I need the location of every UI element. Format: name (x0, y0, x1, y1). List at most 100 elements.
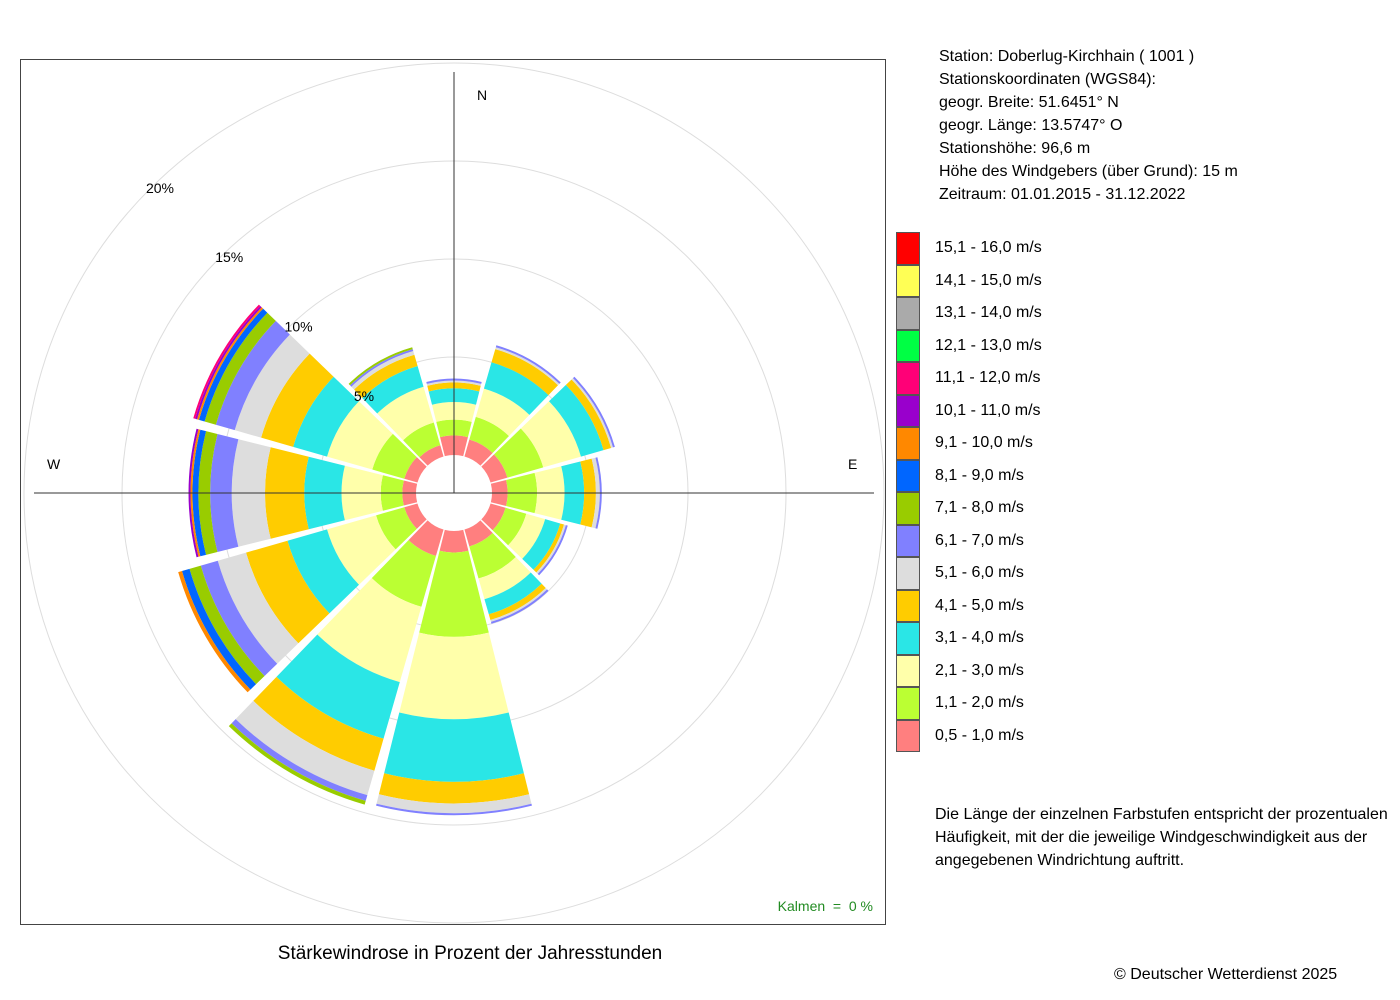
wind-sector-segment (372, 433, 417, 479)
legend-label: 6,1 - 7,0 m/s (935, 531, 1024, 549)
station-elevation: Stationshöhe: 96,6 m (939, 140, 1091, 157)
wind-sector-segment (217, 552, 299, 664)
anemometer-height: Höhe des Windgebers (über Grund): 15 m (939, 163, 1238, 180)
wind-sector-segment (371, 540, 436, 607)
legend-label: 11,1 - 12,0 m/s (935, 369, 1041, 386)
legend-swatch (896, 394, 920, 427)
legend-swatch (896, 232, 920, 265)
wind-sector-segment (419, 445, 444, 466)
wind-sector-segment (204, 312, 276, 425)
wind-sector-segment (491, 349, 559, 396)
station-latitude: geogr. Breite: 51.6451° N (939, 94, 1119, 111)
legend-swatch (896, 654, 920, 687)
legend-swatch (896, 492, 920, 525)
legend-item: 12,1 - 13,0 m/s (896, 329, 1356, 362)
legend-label: 14,1 - 15,0 m/s (935, 271, 1042, 289)
station-longitude: geogr. Länge: 13.5747° O (939, 117, 1123, 134)
legend-item: 6,1 - 7,0 m/s (896, 524, 1356, 557)
wind-sector-segment (426, 378, 482, 384)
wind-sector-segment (399, 632, 509, 720)
legend-label: 13,1 - 14,0 m/s (935, 304, 1042, 321)
calms-label: Kalmen = 0 % (777, 898, 873, 914)
speed-legend: 15,1 - 16,0 m/s 14,1 - 15,0 m/s 13,1 - 14,… (896, 232, 1356, 752)
legend-item: 2,1 - 3,0 m/s (896, 654, 1356, 687)
legend-swatch (896, 557, 920, 590)
legend-item: 9,1 - 10,0 m/s (896, 427, 1356, 460)
wind-sector-segment (376, 794, 532, 814)
legend-item: 8,1 - 9,0 m/s (896, 459, 1356, 492)
wind-sector-segment (508, 513, 546, 559)
wind-sector-segment (475, 388, 530, 437)
wind-sector-segment (490, 588, 548, 622)
wind-sector-segment (549, 384, 604, 457)
legend-item: 14,1 - 15,0 m/s (896, 264, 1356, 297)
wind-sector-segment (533, 523, 565, 573)
wind-sector-segment (362, 366, 424, 414)
wind-sector-segment (520, 401, 581, 468)
wind-sector-segment (234, 334, 310, 438)
time-period: Zeitraum: 01.01.2015 - 31.12.2022 (939, 186, 1186, 203)
wind-sector-segment (426, 380, 482, 386)
wind-sector-segment (419, 550, 489, 637)
legend-label: 10,1 - 11,0 m/s (935, 401, 1041, 419)
wind-sector-segment (377, 386, 434, 441)
legend-label: 4,1 - 5,0 m/s (935, 596, 1024, 614)
station-info: Station: Doberlug-Kirchhain ( 1001 ) Sta… (939, 45, 1238, 206)
wind-sector-segment (376, 803, 532, 816)
legend-item: 3,1 - 4,0 m/s (896, 622, 1356, 655)
legend-item: 1,1 - 2,0 m/s (896, 687, 1356, 720)
wind-sector-segment (591, 457, 600, 529)
legend-item: 13,1 - 14,0 m/s (896, 297, 1356, 330)
chart-title: Stärkewindrose in Prozent der Jahresstun… (277, 943, 663, 964)
wind-sector-segment (481, 503, 506, 531)
wind-sector-segment (490, 589, 549, 624)
legend-swatch (896, 589, 920, 622)
legend-swatch (896, 297, 920, 330)
legend-label: 8,1 - 9,0 m/s (935, 466, 1024, 484)
station-coords-heading: Stationskoordinaten (WGS84): (939, 71, 1156, 88)
wind-sector-segment (492, 507, 527, 546)
legend-label: 0,5 - 1,0 m/s (935, 726, 1024, 744)
wind-sector-segment (327, 401, 393, 470)
wind-sector-segment (348, 347, 413, 386)
wind-sector-segment (261, 353, 334, 447)
legend-swatch (896, 264, 920, 297)
wind-sector-segment (349, 349, 414, 387)
legend-label: 1,1 - 2,0 m/s (935, 694, 1024, 711)
wind-sector-segment (317, 578, 422, 683)
wind-sector-segment (378, 773, 530, 804)
wind-sector-segment (200, 560, 278, 676)
wind-sector-segment (384, 712, 524, 782)
wind-sector-segment (488, 583, 546, 620)
legend-swatch (896, 459, 920, 492)
wind-sector-segment (536, 524, 566, 574)
legend-item: 11,1 - 12,0 m/s (896, 362, 1356, 395)
legend-item: 0,5 - 1,0 m/s (896, 719, 1356, 752)
wind-sector-segment (469, 416, 509, 453)
legend-item: 4,1 - 5,0 m/s (896, 589, 1356, 622)
wind-sector-segment (483, 362, 549, 415)
wind-sector-segment (495, 345, 561, 384)
legend-label: 3,1 - 4,0 m/s (935, 629, 1024, 646)
legend-swatch (896, 719, 920, 752)
wind-sector-segment (181, 568, 257, 690)
wind-sector-segment (376, 507, 417, 550)
legend-label: 5,1 - 6,0 m/s (935, 564, 1024, 581)
legend-label: 15,1 - 16,0 m/s (935, 239, 1042, 256)
wind-sector-segment (484, 572, 542, 615)
wind-rose-chart: N E W 5% 10% 15% 20% (23, 62, 885, 924)
wind-sector-segment (595, 457, 602, 529)
legend-label: 2,1 - 3,0 m/s (935, 661, 1024, 679)
wind-sector-segment (565, 379, 612, 451)
wind-sector-segment (192, 429, 207, 557)
wind-sector-segment (439, 529, 469, 553)
legend-swatch (896, 687, 920, 720)
wind-sector-segment (293, 376, 359, 457)
ring-label: 10% (285, 319, 313, 335)
wind-sector-segment (464, 520, 493, 547)
copyright: © Deutscher Wetterdienst 2025 (1114, 966, 1338, 983)
wind-sector-segment (287, 529, 359, 614)
wind-sector-segment (404, 457, 427, 483)
ring-label: 15% (215, 249, 243, 265)
wind-sector-segment (351, 350, 415, 390)
